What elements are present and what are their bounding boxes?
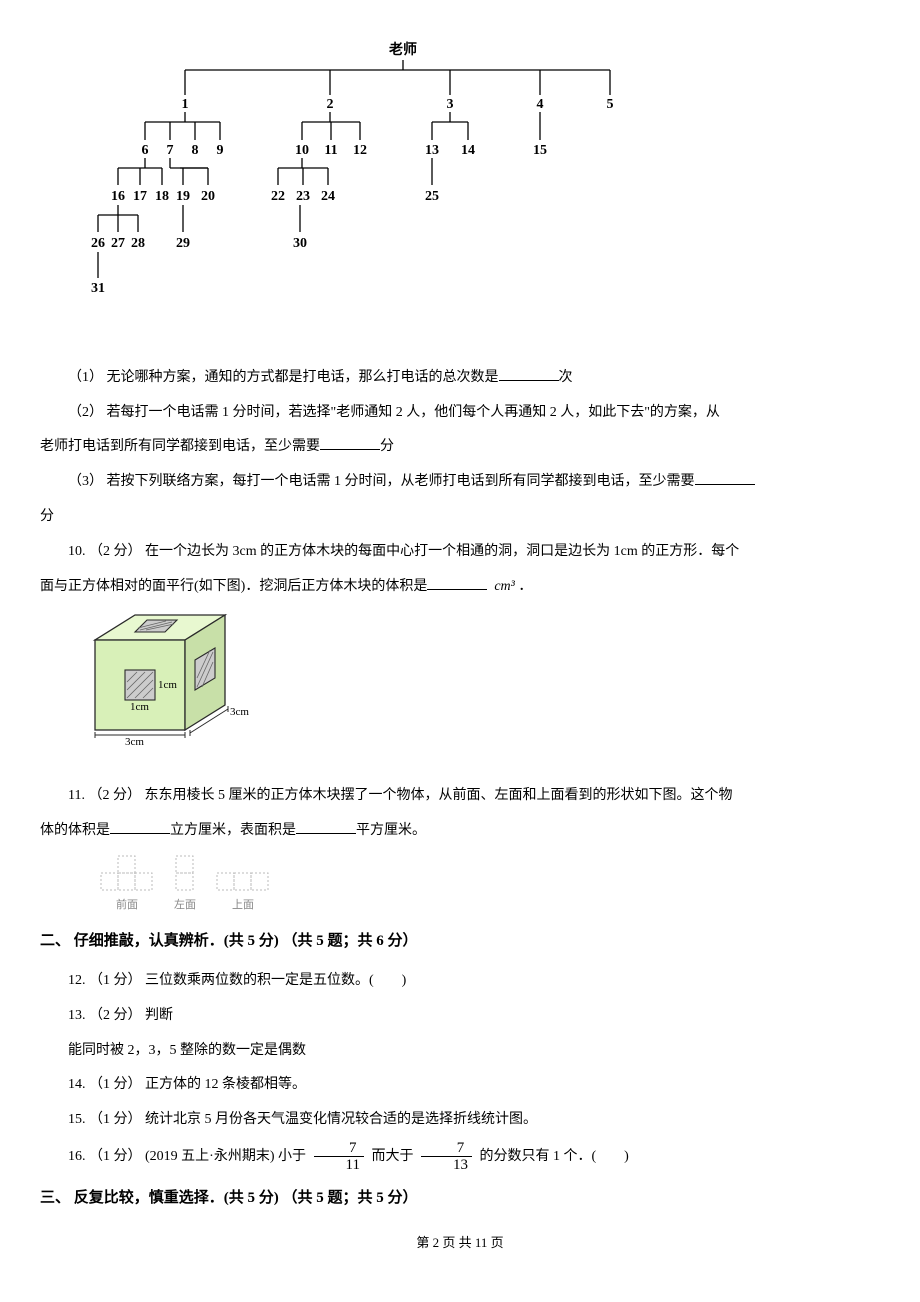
q16-prefix: 16. （1 分） (2019 五上·永州期末) 小于 (68, 1149, 310, 1164)
q11-b: 立方厘米，表面积是 (170, 823, 296, 838)
tree-node: 4 (537, 97, 544, 112)
tree-node: 15 (533, 143, 547, 158)
q1-sub1-suffix: 次 (559, 370, 573, 385)
tree-node: 19 (176, 189, 190, 204)
cube-label-1cm-b: 1cm (130, 701, 149, 713)
cube-label-1cm-a: 1cm (158, 679, 177, 691)
q13a: 13. （2 分） 判断 (40, 1001, 880, 1032)
q1-sub1: （1） 无论哪种方案，通知的方式都是打电话，那么打电话的总次数是 次 (40, 363, 880, 394)
q1-sub3: （3） 若按下列联络方案，每打一个电话需 1 分时间，从老师打电话到所有同学都接… (40, 467, 880, 498)
q12: 12. （1 分） 三位数乘两位数的积一定是五位数。( ) (40, 966, 880, 997)
tree-node: 5 (607, 97, 614, 112)
tree-node: 11 (324, 143, 337, 158)
q10-line2-prefix: 面与正方体相对的面平行(如下图)．挖洞后正方体木块的体积是 (40, 579, 427, 594)
view-left: 左面 (174, 855, 196, 917)
q11-a: 体的体积是 (40, 823, 110, 838)
tree-node: 27 (111, 236, 125, 251)
tree-node: 7 (167, 143, 174, 158)
tree-node: 31 (91, 281, 105, 296)
section2-heading: 二、 仔细推敲，认真辨析．(共 5 分) （共 5 题；共 6 分） (40, 925, 880, 958)
q10-period: ． (518, 579, 532, 594)
tree-node: 16 (111, 189, 125, 204)
tree-node: 24 (321, 189, 335, 204)
q16-frac2: 7 13 (421, 1140, 472, 1174)
q16-frac1-num: 7 (314, 1140, 364, 1158)
q16-frac1: 7 11 (314, 1140, 364, 1174)
tree-node: 2 (327, 97, 334, 112)
view-front-label: 前面 (116, 893, 138, 917)
page-footer: 第 2 页 共 11 页 (40, 1223, 880, 1258)
q13b: 能同时被 2，3，5 整除的数一定是偶数 (40, 1036, 880, 1067)
tree-node: 1 (182, 97, 189, 112)
q11-line2: 体的体积是 立方厘米，表面积是 平方厘米。 (40, 816, 880, 847)
cube-figure: 1cm 1cm 3cm 3cm (80, 610, 880, 773)
q15: 15. （1 分） 统计北京 5 月份各天气温变化情况较合适的是选择折线统计图。 (40, 1105, 880, 1136)
q1-sub3-prefix: （3） 若按下列联络方案，每打一个电话需 1 分时间，从老师打电话到所有同学都接… (68, 474, 695, 489)
q16-suffix: 的分数只有 1 个．( ) (479, 1149, 628, 1164)
tree-node: 8 (192, 143, 199, 158)
q16-frac2-num: 7 (421, 1140, 472, 1158)
tree-node: 13 (425, 143, 439, 158)
view-front-svg (100, 855, 154, 891)
q1-sub2-line2-suffix: 分 (380, 439, 394, 454)
section3-heading: 三、 反复比较，慎重选择．(共 5 分) （共 5 题；共 5 分） (40, 1182, 880, 1215)
blank (110, 820, 170, 834)
views-figure: 前面 左面 上面 (100, 855, 880, 917)
tree-node: 10 (295, 143, 309, 158)
tree-node: 6 (142, 143, 149, 158)
q1-sub3-suffix: 分 (40, 502, 880, 533)
blank (427, 576, 487, 590)
q1-sub2-line1: （2） 若每打一个电话需 1 分时间，若选择"老师通知 2 人，他们每个人再通知… (40, 398, 880, 429)
tree-node: 20 (201, 189, 215, 204)
tree-root: 老师 (389, 41, 417, 58)
view-top: 上面 (216, 872, 270, 917)
view-top-svg (216, 872, 270, 891)
tree-node: 9 (217, 143, 224, 158)
q11-c: 平方厘米。 (356, 823, 426, 838)
q16-frac2-den: 13 (421, 1157, 472, 1174)
q16-frac1-den: 11 (314, 1157, 364, 1174)
blank (296, 820, 356, 834)
tree-svg: 老师 1 2 3 4 5 6 7 8 9 10 11 12 13 14 15 1… (80, 40, 640, 330)
q10-line1: 10. （2 分） 在一个边长为 3cm 的正方体木块的每面中心打一个相通的洞，… (40, 537, 880, 568)
q16-mid: 而大于 (371, 1149, 417, 1164)
cube-label-3cm-a: 3cm (125, 736, 144, 748)
tree-node: 30 (293, 236, 307, 251)
blank (499, 367, 559, 381)
view-left-label: 左面 (174, 893, 196, 917)
tree-node: 12 (353, 143, 367, 158)
tree-node: 23 (296, 189, 310, 204)
q10-unit: cm³ (494, 579, 515, 594)
q1-sub2-line2: 老师打电话到所有同学都接到电话，至少需要 分 (40, 432, 880, 463)
cube-svg: 1cm 1cm 3cm 3cm (80, 610, 270, 760)
view-front: 前面 (100, 855, 154, 917)
tree-node: 14 (461, 143, 475, 158)
view-top-label: 上面 (232, 893, 254, 917)
tree-node: 29 (176, 236, 190, 251)
q11-line1: 11. （2 分） 东东用棱长 5 厘米的正方体木块摆了一个物体，从前面、左面和… (40, 781, 880, 812)
q1-sub2-line2-prefix: 老师打电话到所有同学都接到电话，至少需要 (40, 439, 320, 454)
blank (320, 436, 380, 450)
tree-node: 17 (133, 189, 147, 204)
tree-node: 3 (447, 97, 454, 112)
tree-diagram: 老师 1 2 3 4 5 6 7 8 9 10 11 12 13 14 15 1… (80, 40, 880, 343)
tree-node: 22 (271, 189, 285, 204)
tree-node: 25 (425, 189, 439, 204)
view-left-svg (175, 855, 195, 891)
q14: 14. （1 分） 正方体的 12 条棱都相等。 (40, 1070, 880, 1101)
cube-label-3cm-b: 3cm (230, 706, 249, 718)
tree-node: 28 (131, 236, 145, 251)
tree-node: 18 (155, 189, 169, 204)
q10-line2: 面与正方体相对的面平行(如下图)．挖洞后正方体木块的体积是 cm³ ． (40, 572, 880, 603)
tree-node: 26 (91, 236, 105, 251)
q16: 16. （1 分） (2019 五上·永州期末) 小于 7 11 而大于 7 1… (40, 1140, 880, 1174)
blank (695, 471, 755, 485)
q1-sub1-prefix: （1） 无论哪种方案，通知的方式都是打电话，那么打电话的总次数是 (68, 370, 499, 385)
